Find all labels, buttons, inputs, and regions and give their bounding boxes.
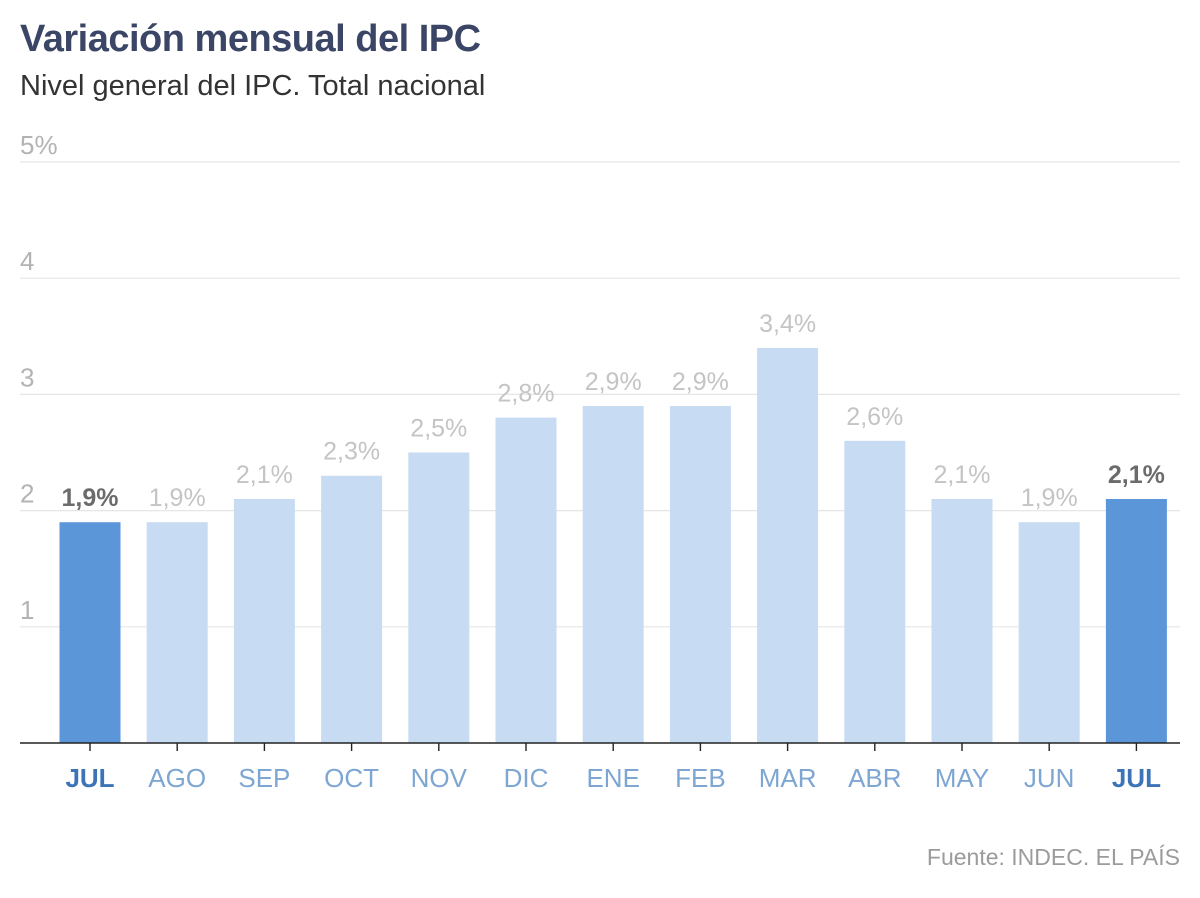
x-tick-label: AGO xyxy=(148,763,206,793)
data-label: 2,1% xyxy=(934,461,991,489)
bar-0 xyxy=(59,522,121,743)
data-label: 2,8% xyxy=(498,380,555,408)
bar-11 xyxy=(1018,522,1080,743)
x-tick-label: ENE xyxy=(586,763,639,793)
bar-9 xyxy=(844,440,906,743)
data-label: 1,9% xyxy=(62,484,119,512)
x-tick-label: MAR xyxy=(759,763,817,793)
x-tick-label: JUL xyxy=(1112,763,1161,793)
y-tick-label: 1 xyxy=(20,595,34,625)
x-tick-label: MAY xyxy=(935,763,989,793)
data-label: 1,9% xyxy=(149,484,206,512)
bars xyxy=(59,347,1167,743)
bar-1 xyxy=(146,522,208,743)
bar-6 xyxy=(582,406,644,743)
data-label: 2,3% xyxy=(323,438,380,466)
bar-4 xyxy=(408,452,470,743)
x-tick-label: JUN xyxy=(1024,763,1075,793)
x-tick-label: NOV xyxy=(411,763,468,793)
bar-7 xyxy=(669,406,731,743)
chart-subtitle: Nivel general del IPC. Total nacional xyxy=(20,70,486,102)
x-tick-label: DIC xyxy=(504,763,549,793)
bar-2 xyxy=(233,498,295,743)
y-tick-label: 5% xyxy=(20,130,58,160)
x-tick-label: JUL xyxy=(65,763,114,793)
x-tick-label: FEB xyxy=(675,763,726,793)
data-label: 1,9% xyxy=(1021,484,1078,512)
x-axis: JUL AGO SEP OCT NOV DIC ENE FEB MAR ABR MAY JUN JUL xyxy=(20,742,1180,793)
data-label: 2,1% xyxy=(236,461,293,489)
bar-8 xyxy=(757,347,819,743)
bar-5 xyxy=(495,417,557,743)
y-axis-ticks: 1 2 3 4 5% xyxy=(20,130,58,625)
y-tick-label: 2 xyxy=(20,479,34,509)
data-labels: 1,9% 1,9% 2,1% 2,3% 2,5% 2,9% 2,9% 3,4% 2,6% 2,1%… xyxy=(62,310,1165,512)
y-tick-label: 3 xyxy=(20,362,34,392)
x-tick-label: ABR xyxy=(848,763,901,793)
y-tick-label: 4 xyxy=(20,246,34,276)
bar-3 xyxy=(321,475,383,743)
data-label: 2,9% xyxy=(672,368,729,396)
data-label: 2,1% xyxy=(1108,461,1165,489)
data-label: 3,4% xyxy=(759,310,816,338)
bar-12 xyxy=(1105,498,1167,743)
source-note: Fuente: INDEC. EL PAÍS xyxy=(926,844,1180,870)
data-label: 2,9% xyxy=(585,368,642,396)
x-tick-label: OCT xyxy=(324,763,379,793)
data-label: 2,5% xyxy=(410,415,467,443)
chart-title: Variación mensual del IPC xyxy=(20,18,481,60)
data-label: 2,6% xyxy=(846,403,903,431)
x-tick-label: SEP xyxy=(238,763,290,793)
bar-10 xyxy=(931,498,993,743)
